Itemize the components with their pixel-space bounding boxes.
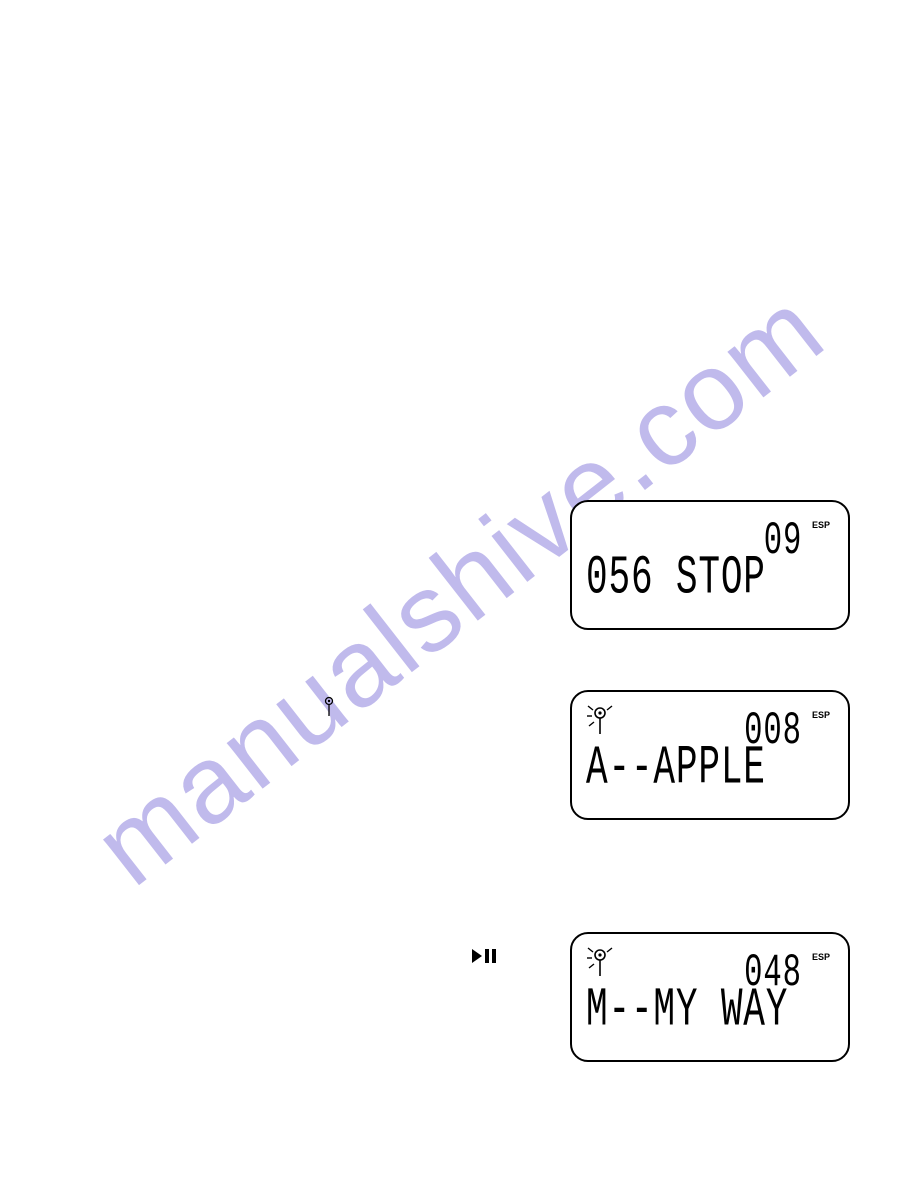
lcd-top-row: 09 ESP bbox=[757, 514, 830, 555]
lcd-main-text: A--APPLE bbox=[586, 738, 766, 801]
esp-indicator: ESP bbox=[812, 952, 830, 962]
lcd-main-text: M--MY WAY bbox=[586, 980, 788, 1043]
lcd-display-album-select: 008 ESP A--APPLE bbox=[570, 690, 850, 820]
lcd-main-text: 056 STOP bbox=[586, 548, 766, 611]
esp-indicator: ESP bbox=[812, 710, 830, 720]
lcd-display-stop: 09 ESP 056 STOP bbox=[570, 500, 850, 630]
album-icon bbox=[322, 696, 336, 718]
album-icon bbox=[586, 702, 614, 736]
lcd-display-track-select: 048 ESP M--MY WAY bbox=[570, 932, 850, 1062]
play-pause-icon bbox=[472, 949, 500, 966]
lcd-track-number: 09 bbox=[764, 514, 802, 567]
esp-indicator: ESP bbox=[812, 520, 830, 530]
album-icon bbox=[586, 944, 614, 978]
